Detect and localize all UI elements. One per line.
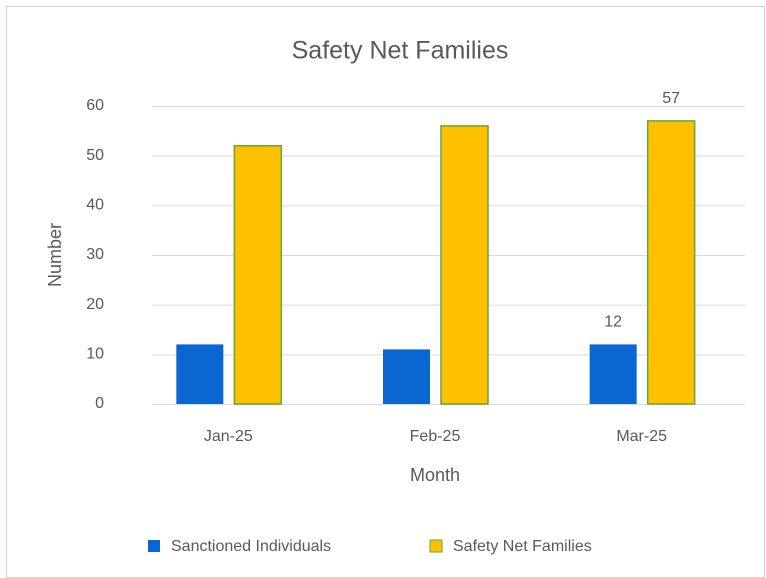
x-tick-label: Mar-25	[616, 428, 667, 445]
chart-title: Safety Net Families	[292, 37, 509, 65]
chart-frame	[6, 6, 765, 578]
y-tick-label: 30	[86, 246, 104, 263]
bar	[440, 125, 489, 405]
bar	[233, 144, 283, 405]
bar	[589, 344, 637, 404]
y-tick-label: 10	[86, 346, 104, 363]
x-tick-label: Feb-25	[410, 428, 461, 445]
legend-label: Sanctioned Individuals	[171, 538, 331, 555]
y-tick-label: 0	[95, 395, 104, 412]
legend-swatch	[148, 540, 160, 552]
x-axis-label: Month	[410, 465, 460, 485]
y-tick-label: 40	[86, 197, 104, 214]
data-label: 57	[662, 90, 680, 107]
x-tick-label: Jan-25	[204, 428, 253, 445]
legend-label: Safety Net Families	[453, 538, 592, 555]
y-tick-label: 60	[86, 97, 104, 114]
bar	[176, 344, 224, 404]
legend-swatch	[429, 539, 443, 553]
bar	[383, 349, 430, 404]
y-tick-label: 50	[86, 147, 104, 164]
bar	[646, 120, 696, 405]
y-axis-label: Number	[45, 223, 65, 287]
data-label: 12	[604, 314, 622, 331]
y-tick-label: 20	[86, 296, 104, 313]
